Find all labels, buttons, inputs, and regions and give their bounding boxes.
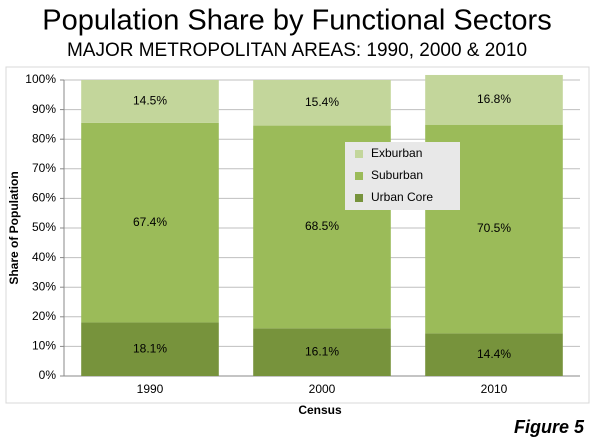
y-tick-label: 40% [32, 250, 56, 264]
y-tick-label: 60% [32, 191, 56, 205]
figure-label: Figure 5 [514, 417, 585, 437]
y-tick-label: 30% [32, 279, 56, 293]
x-tick-label: 1990 [137, 382, 164, 396]
y-tick-label: 20% [32, 309, 56, 323]
value-label: 15.4% [305, 95, 339, 109]
value-label: 14.4% [477, 347, 511, 361]
chart-subtitle: MAJOR METROPOLITAN AREAS: 1990, 2000 & 2… [67, 40, 527, 61]
bar-segment [425, 74, 563, 125]
legend-swatch [355, 172, 363, 180]
legend-label: Exburban [371, 146, 422, 160]
x-tick-label: 2010 [481, 382, 508, 396]
value-label: 16.1% [305, 344, 339, 358]
legend-box [345, 142, 460, 210]
y-tick-label: 80% [32, 131, 56, 145]
bar-segment [81, 80, 219, 123]
y-tick-label: 90% [32, 102, 56, 116]
y-tick-label: 70% [32, 161, 56, 175]
value-label: 67.4% [133, 215, 167, 229]
value-label: 14.5% [133, 94, 167, 108]
legend-swatch [355, 194, 363, 202]
bar-segment [253, 80, 391, 126]
bar-segment [425, 333, 563, 376]
x-tick-label: 2000 [309, 382, 336, 396]
value-label: 68.5% [305, 219, 339, 233]
y-tick-label: 10% [32, 339, 56, 353]
y-axis-title: Share of Population [7, 171, 21, 284]
legend-swatch [355, 150, 363, 158]
bar-segment [81, 322, 219, 376]
legend-label: Urban Core [371, 190, 433, 204]
x-axis-title: Census [298, 403, 342, 417]
chart-title: Population Share by Functional Sectors [42, 5, 551, 37]
bar-segment [81, 122, 219, 323]
value-label: 16.8% [477, 92, 511, 106]
y-tick-label: 100% [25, 72, 56, 86]
bar-segment [253, 328, 391, 376]
legend-label: Suburban [371, 168, 423, 182]
value-label: 18.1% [133, 341, 167, 355]
y-tick-label: 0% [39, 368, 57, 382]
value-label: 70.5% [477, 221, 511, 235]
y-tick-label: 50% [32, 220, 56, 234]
